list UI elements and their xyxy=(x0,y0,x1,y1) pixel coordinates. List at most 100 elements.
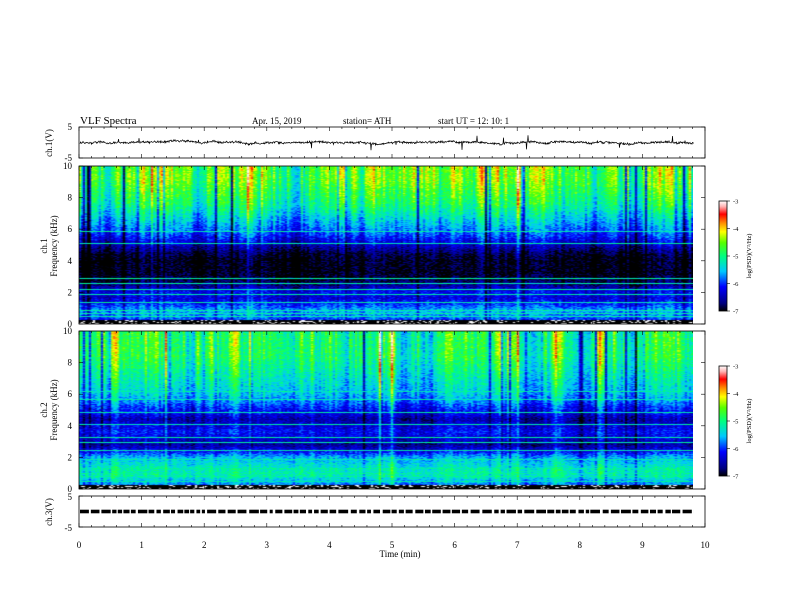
ch3-signal-segment xyxy=(432,509,441,514)
ch3-signal-segment xyxy=(665,509,671,514)
colorbar-ch1-label: log(PSD)(V²/Hz) xyxy=(746,234,753,279)
colorbar-tick-label: -5 xyxy=(733,254,738,261)
colorbar-ch2-ticks: -3 -4 -5 -6 -7 xyxy=(727,364,739,481)
colorbar-tick-label: -6 xyxy=(733,281,739,288)
colorbar-ch1-gradient xyxy=(719,201,727,311)
colorbar-tick-label: -7 xyxy=(733,309,739,316)
header-start-ut: start UT = 12: 10: 1 xyxy=(438,116,509,126)
y-tick-label: 10 xyxy=(63,326,73,336)
y-tick-label: 2 xyxy=(68,452,73,462)
ch3-signal-segment xyxy=(517,509,523,514)
ch1-frequency-ylabel: Frequency (kHz) xyxy=(49,215,59,276)
ch3-signal-segment xyxy=(415,509,424,514)
ch3-signal-segment xyxy=(117,509,123,514)
ch3-signal-segment xyxy=(130,509,136,514)
ch1-channel-label: ch.1 xyxy=(39,238,49,253)
ch3-signal-segment xyxy=(359,509,366,514)
ch1-ytick-top: 5 xyxy=(68,122,73,132)
ch3-signal-segment xyxy=(163,509,170,514)
x-axis-tick-labels: 0 1 2 3 4 5 6 7 8 9 10 xyxy=(77,540,710,550)
colorbar-tick-label: -6 xyxy=(733,446,739,453)
ch3-signal-segment xyxy=(561,509,569,514)
ch3-signal-segment xyxy=(367,509,371,514)
header-station: station= ATH xyxy=(343,116,392,126)
colorbar-ch1-ticks: -3 -4 -5 -6 -7 xyxy=(727,199,739,316)
y-tick-label: 4 xyxy=(68,421,73,431)
ch3-signal-segment xyxy=(382,509,391,514)
colorbar-tick-label: -4 xyxy=(733,391,739,398)
ch3-signal-segment xyxy=(218,509,226,514)
ch1-spectrogram-panel: 0 2 4 6 8 10 ch.1 Frequency (kHz) xyxy=(39,161,706,329)
ch3-waveform-ticks xyxy=(78,495,706,528)
x-tick-label: 5 xyxy=(390,540,395,550)
ch3-signal-segment xyxy=(569,509,576,514)
ch2-spectrogram-ytick-labels: 0 2 4 6 8 10 xyxy=(63,326,73,494)
ch3-waveform-panel: 5 -5 ch.3(V) xyxy=(44,492,706,533)
ch3-waveform-ylabel: ch.3(V) xyxy=(44,498,54,526)
x-tick-label: 6 xyxy=(452,540,457,550)
ch1-waveform-ticks xyxy=(78,126,706,159)
y-tick-label: 10 xyxy=(63,161,73,171)
ch3-signal-segment xyxy=(207,509,217,514)
ch3-signal-segment xyxy=(682,509,692,514)
ch1-spectrogram-ticks xyxy=(78,165,706,325)
ch3-signal-segment xyxy=(350,509,357,514)
x-tick-label: 0 xyxy=(77,540,82,550)
ch3-signal-segment xyxy=(585,509,590,514)
ch3-ytick-top: 5 xyxy=(68,492,73,502)
ch3-signal-segment xyxy=(424,509,431,514)
ch3-signal-segment xyxy=(260,509,268,514)
ch3-signal-segment xyxy=(320,509,328,514)
y-tick-label: 0 xyxy=(68,319,73,329)
x-tick-label: 1 xyxy=(139,540,144,550)
colorbar-tick-label: -3 xyxy=(733,364,738,371)
ch3-signal-segment xyxy=(329,509,337,514)
x-tick-label: 10 xyxy=(701,540,711,550)
header-date: Apr. 15, 2019 xyxy=(252,116,302,126)
colorbar-tick-label: -3 xyxy=(733,199,738,206)
ch3-signal-segment xyxy=(442,509,451,514)
ch3-signal-segment xyxy=(123,509,130,514)
colorbar-tick-label: -4 xyxy=(733,226,739,233)
colorbar-ch1: -3 -4 -5 -6 -7 log(PSD)(V²/Hz) xyxy=(718,199,753,316)
x-axis-label: Time (min) xyxy=(380,549,421,559)
x-tick-label: 3 xyxy=(265,540,270,550)
y-tick-label: 2 xyxy=(68,287,73,297)
x-tick-label: 4 xyxy=(327,540,332,550)
x-tick-label: 7 xyxy=(515,540,520,550)
ch3-signal-segment xyxy=(227,509,236,514)
ch3-signal-segment xyxy=(275,509,283,514)
ch3-signal-segment xyxy=(398,509,404,514)
ch3-signal-segment xyxy=(196,509,201,514)
y-tick-label: 6 xyxy=(68,224,73,234)
ch3-signal-segment xyxy=(80,509,89,514)
ch3-signal-segment xyxy=(602,509,609,514)
ch3-signal-segment xyxy=(293,509,299,514)
ch3-signal-segment xyxy=(137,509,148,514)
ch3-signal-segment xyxy=(314,509,319,514)
ch3-signal-segment xyxy=(391,509,397,514)
ch3-signal-segment xyxy=(482,509,492,514)
colorbar-ch2-gradient xyxy=(719,366,727,476)
x-tick-label: 2 xyxy=(202,540,207,550)
ch3-signal-segment xyxy=(620,509,631,514)
ch3-waveform-signal xyxy=(80,509,694,514)
ch1-spectrogram-ytick-labels: 0 2 4 6 8 10 xyxy=(63,161,73,329)
colorbar-tick-label: -7 xyxy=(733,474,739,481)
ch1-waveform-ylabel: ch.1(V) xyxy=(44,129,54,157)
ch3-signal-segment xyxy=(610,509,620,514)
y-tick-label: 8 xyxy=(68,358,73,368)
ch3-signal-segment xyxy=(90,509,100,514)
ch3-signal-segment xyxy=(299,509,307,514)
ch3-signal-segment xyxy=(590,509,600,514)
ch2-frequency-ylabel: Frequency (kHz) xyxy=(49,379,59,440)
y-tick-label: 8 xyxy=(68,193,73,203)
ch1-ytick-bottom: -5 xyxy=(65,153,73,163)
colorbar-tick-label: -5 xyxy=(733,419,738,426)
ch3-signal-segment xyxy=(632,509,639,514)
ch3-signal-segment xyxy=(547,509,555,514)
y-tick-label: 6 xyxy=(68,389,73,399)
ch1-spectrogram-image xyxy=(79,166,693,324)
ch1-waveform-line xyxy=(79,135,694,151)
